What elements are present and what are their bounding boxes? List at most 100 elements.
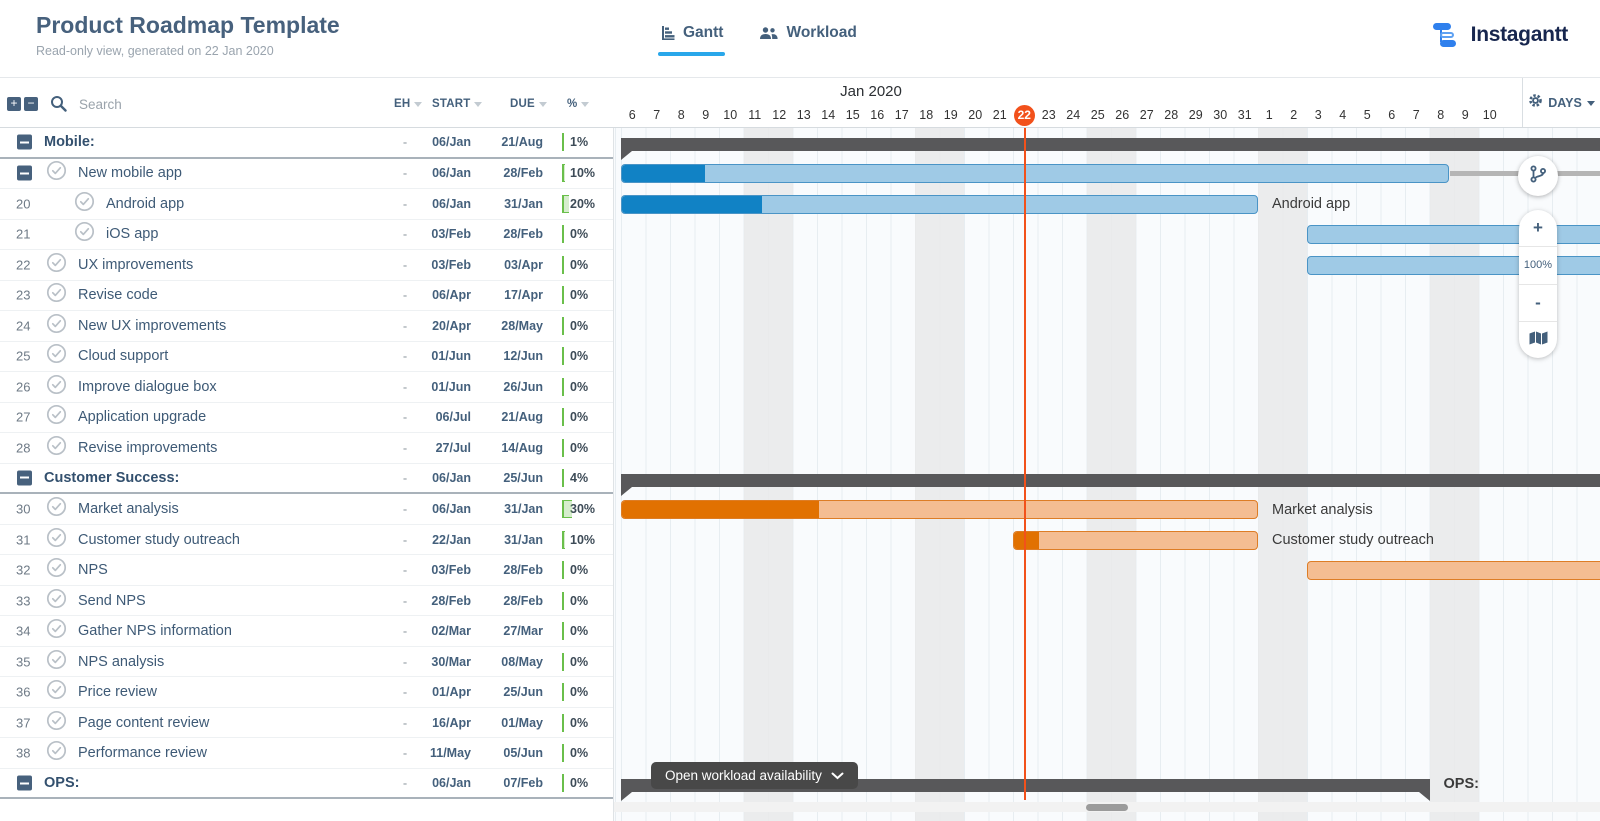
complete-check-icon[interactable]	[46, 160, 67, 186]
tab-gantt[interactable]: Gantt	[657, 24, 726, 56]
task-row[interactable]: 30 Market analysis - 06/Jan 31/Jan 30%	[0, 494, 613, 525]
zoom-out-button[interactable]: -	[1519, 285, 1557, 322]
task-row[interactable]: 22 UX improvements - 03/Feb 03/Apr 0%	[0, 250, 613, 281]
task-row[interactable]: 26 Improve dialogue box - 01/Jun 26/Jun 0%	[0, 372, 613, 403]
zoom-in-button[interactable]: +	[1519, 210, 1557, 248]
task-name[interactable]: Send NPS	[78, 592, 146, 609]
task-name[interactable]: Improve dialogue box	[78, 378, 217, 395]
task-row[interactable]: 27 Application upgrade - 06/Jul 21/Aug 0%	[0, 402, 613, 434]
task-row[interactable]: 25 Cloud support - 01/Jun 12/Jun 0%	[0, 341, 613, 373]
task-row[interactable]: 20 Android app - 06/Jan 31/Jan 20%	[0, 189, 613, 220]
task-name[interactable]: UX improvements	[78, 256, 194, 273]
complete-check-icon[interactable]	[46, 343, 67, 369]
task-row[interactable]: 35 NPS analysis - 30/Mar 08/May 0%	[0, 646, 613, 678]
task-row[interactable]: 23 Revise code - 06/Apr 17/Apr 0%	[0, 280, 613, 312]
task-row[interactable]: 37 Page content review - 16/Apr 01/May 0%	[0, 707, 613, 739]
task-row[interactable]: 21 iOS app - 03/Feb 28/Feb 0%	[0, 219, 613, 251]
group-row[interactable]: Customer Success: - 06/Jan 25/Jun 4%	[0, 463, 613, 495]
search-icon	[50, 95, 67, 117]
task-name[interactable]: OPS:	[44, 775, 80, 792]
collapse-toggle-icon[interactable]	[17, 134, 32, 150]
complete-check-icon[interactable]	[46, 557, 67, 583]
complete-check-icon[interactable]	[46, 404, 67, 430]
task-bar[interactable]	[1307, 561, 1600, 581]
complete-check-icon[interactable]	[46, 740, 67, 766]
complete-check-icon[interactable]	[46, 588, 67, 614]
complete-check-icon[interactable]	[46, 252, 67, 278]
task-name[interactable]: Customer study outreach	[78, 531, 240, 548]
dependencies-toggle-button[interactable]	[1518, 156, 1558, 196]
complete-check-icon[interactable]	[46, 618, 67, 644]
task-name[interactable]: iOS app	[106, 226, 159, 243]
task-bar[interactable]	[621, 500, 1258, 519]
group-bar-left-notch	[621, 151, 632, 160]
task-row[interactable]: 33 Send NPS - 28/Feb 28/Feb 0%	[0, 585, 613, 617]
complete-check-icon[interactable]	[46, 374, 67, 400]
minimap-button[interactable]	[1519, 322, 1557, 358]
complete-check-icon[interactable]	[46, 527, 67, 553]
task-bar[interactable]	[1013, 530, 1258, 550]
task-name[interactable]: Mobile:	[44, 134, 95, 151]
column-header-eh[interactable]: EH	[394, 98, 423, 110]
task-name[interactable]: Android app	[106, 195, 185, 212]
column-header-due[interactable]: DUE	[510, 98, 547, 110]
column-header-percent[interactable]: %	[567, 98, 590, 110]
task-due-date: 12/Jun	[503, 349, 543, 364]
task-bar[interactable]	[621, 164, 1450, 184]
search-input[interactable]: Search	[79, 97, 122, 112]
task-row[interactable]: 36 Price review - 01/Apr 25/Jun 0%	[0, 677, 613, 708]
task-name[interactable]: Revise code	[78, 287, 158, 304]
task-due-date: 26/Jun	[503, 379, 543, 394]
task-name[interactable]: Application upgrade	[78, 409, 207, 426]
task-row[interactable]: 31 Customer study outreach - 22/Jan 31/Jan 10…	[0, 524, 613, 556]
task-name[interactable]: Page content review	[78, 714, 210, 731]
task-bar[interactable]	[621, 194, 1258, 214]
group-row[interactable]: Mobile: - 06/Jan 21/Aug 1%	[0, 128, 613, 159]
group-summary-bar[interactable]	[621, 473, 1600, 487]
task-name[interactable]: Cloud support	[78, 348, 169, 365]
complete-check-icon[interactable]	[46, 710, 67, 736]
task-name[interactable]: Gather NPS information	[78, 623, 232, 640]
task-row[interactable]: 28 Revise improvements - 27/Jul 14/Aug 0%	[0, 433, 613, 464]
task-name[interactable]: New mobile app	[78, 165, 182, 182]
task-progress-percent: 0%	[562, 622, 588, 641]
collapse-all-button[interactable]: −	[24, 97, 38, 111]
task-due-date: 25/Jun	[503, 470, 543, 485]
complete-check-icon[interactable]	[74, 221, 95, 247]
task-eh: -	[402, 623, 408, 639]
task-row[interactable]: 34 Gather NPS information - 02/Mar 27/Mar 0%	[0, 616, 613, 647]
complete-check-icon[interactable]	[46, 313, 67, 339]
tab-workload[interactable]: Workload	[759, 24, 857, 56]
complete-check-icon[interactable]	[46, 649, 67, 675]
open-workload-button[interactable]: Open workload availability	[651, 762, 858, 789]
task-name[interactable]: NPS	[78, 562, 108, 579]
column-header-start[interactable]: START	[432, 98, 483, 110]
task-eh: -	[402, 348, 408, 364]
task-name[interactable]: New UX improvements	[78, 317, 227, 334]
task-row[interactable]: 32 NPS - 03/Feb 28/Feb 0%	[0, 555, 613, 586]
collapse-toggle-icon[interactable]	[17, 165, 32, 181]
complete-check-icon[interactable]	[46, 282, 67, 308]
group-row[interactable]: OPS: - 06/Jan 07/Feb 0%	[0, 768, 613, 800]
task-row[interactable]: 38 Performance review - 11/May 05/Jun 0%	[0, 738, 613, 769]
task-name[interactable]: Market analysis	[78, 500, 179, 517]
view-tabs: Gantt Workload	[657, 24, 857, 56]
expand-all-button[interactable]: +	[7, 97, 21, 111]
horizontal-scrollbar[interactable]	[614, 802, 1600, 812]
complete-check-icon[interactable]	[46, 679, 67, 705]
complete-check-icon[interactable]	[74, 191, 95, 217]
task-row[interactable]: New mobile app - 06/Jan 28/Feb 10%	[0, 158, 613, 190]
timescale-selector[interactable]: DAYS	[1522, 78, 1600, 127]
task-name[interactable]: Price review	[78, 684, 157, 701]
complete-check-icon[interactable]	[46, 435, 67, 461]
group-summary-bar[interactable]	[621, 138, 1600, 151]
complete-check-icon[interactable]	[46, 496, 67, 522]
task-name[interactable]: Performance review	[78, 745, 207, 762]
task-name[interactable]: Revise improvements	[78, 439, 218, 456]
task-name[interactable]: Customer Success:	[44, 469, 180, 486]
scrollbar-thumb[interactable]	[1086, 803, 1128, 811]
task-name[interactable]: NPS analysis	[78, 653, 165, 670]
collapse-toggle-icon[interactable]	[17, 470, 32, 486]
collapse-toggle-icon[interactable]	[17, 775, 32, 791]
task-row[interactable]: 24 New UX improvements - 20/Apr 28/May 0%	[0, 311, 613, 342]
